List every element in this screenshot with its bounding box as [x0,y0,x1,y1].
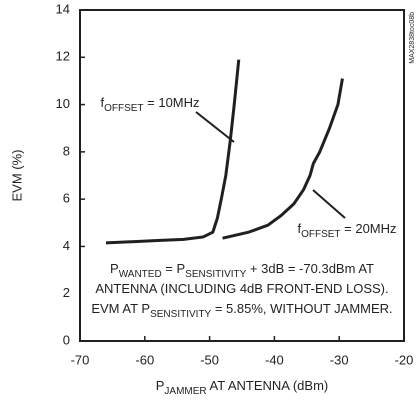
note-line-part: + 3dB = -70.3dBm AT [246,261,374,276]
y-tick-label: 2 [63,285,70,300]
x-tick-label: -50 [200,352,219,367]
data-line [105,59,241,245]
watermark: MAX2838toc08b [409,12,416,64]
series-label-part: f [297,221,301,236]
x-tick-label: -60 [135,352,154,367]
x-tick-label: -70 [71,352,90,367]
x-axis-label-part: JAMMER [164,386,206,397]
note-line-part: SENSITIVITY [185,269,246,280]
note-line-part: EVM AT P [91,301,150,316]
note-line-part: WANTED [119,269,162,280]
y-tick-label: 12 [56,49,70,64]
x-tick-label: -30 [330,352,349,367]
x-axis-label: PJAMMER AT ANTENNA (dBm) [156,378,329,396]
note-line: PWANTED = PSENSITIVITY + 3dB = -70.3dBm … [110,261,374,279]
y-tick-label: 4 [63,238,70,253]
x-tick-label: -40 [265,352,284,367]
series-label-part: = 20MHz [341,221,397,236]
y-tick-label: 6 [63,191,70,206]
series-label-part: f [100,95,104,110]
y-tick-label: 10 [56,96,70,111]
y-tick-label: 14 [56,1,70,16]
note-line-part: = P [162,261,186,276]
plot-frame [79,9,405,342]
series-label-part: OFFSET [104,103,143,114]
series-label: fOFFSET = 20MHz [297,221,396,239]
note-line-part: SENSITIVITY [150,309,211,320]
note-line-part: P [110,261,119,276]
series-label: fOFFSET = 10MHz [100,95,199,113]
note-box [81,259,403,319]
x-axis-label-part: AT ANTENNA (dBm) [207,378,329,393]
label-arrow [312,189,346,219]
x-tick-label: -20 [395,352,414,367]
y-axis-label: EVM (%) [9,150,24,202]
note-line-part: = 5.85%, WITHOUT JAMMER. [211,301,392,316]
note-line-part: ANTENNA (INCLUDING 4dB FRONT-END LOSS). [95,281,388,296]
x-axis-label-part: P [156,378,165,393]
note-line: EVM AT PSENSITIVITY = 5.85%, WITHOUT JAM… [91,301,392,319]
series-label-part: OFFSET [301,229,340,240]
data-line [222,78,344,240]
y-tick-label: 0 [63,332,70,347]
y-tick-label: 8 [63,143,70,158]
series-label-part: = 10MHz [144,95,200,110]
note-line: ANTENNA (INCLUDING 4dB FRONT-END LOSS). [95,281,388,296]
label-arrow [195,111,235,143]
